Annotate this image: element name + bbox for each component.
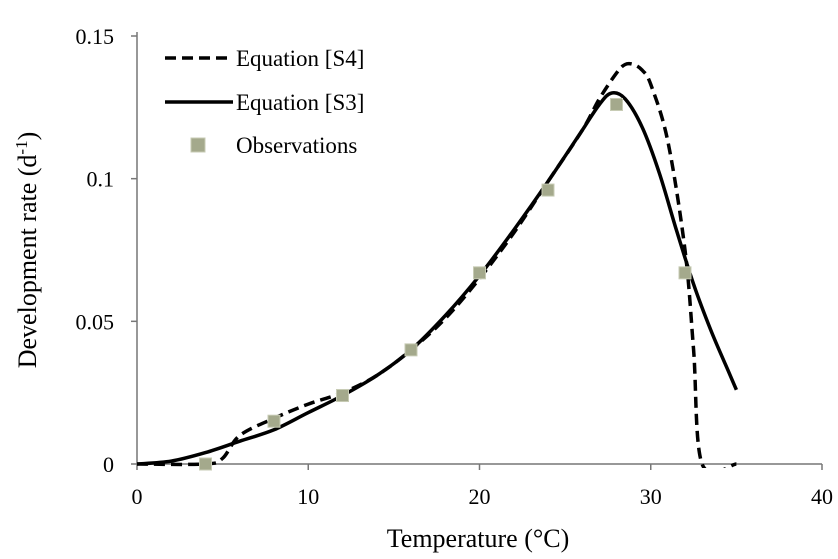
x-tick-label: 20 — [469, 484, 491, 509]
x-axis-title: Temperature (°C) — [387, 524, 570, 553]
y-tick-label: 0 — [103, 452, 114, 477]
y-axis-title: Development rate (d-1) — [12, 132, 43, 369]
x-tick-label: 10 — [297, 484, 319, 509]
legend-label: Equation [S4] — [236, 46, 364, 71]
x-tick-label: 30 — [640, 484, 662, 509]
series-layer — [137, 64, 736, 473]
legend-label: Observations — [236, 133, 357, 158]
data-point-observation — [268, 415, 280, 427]
y-tick-label: 0.05 — [76, 309, 115, 334]
y-tick-label: 0.1 — [87, 167, 115, 192]
legend: Equation [S4] Equation [S3] Observations — [165, 46, 364, 158]
data-point-observation — [542, 184, 554, 196]
x-tick-label: 0 — [132, 484, 143, 509]
y-axis-title-sup: -1 — [12, 140, 31, 154]
y-axis-title-main: Development rate (d — [13, 155, 42, 369]
data-point-observation — [679, 267, 691, 279]
legend-swatch-observations — [191, 138, 205, 152]
series-line-equation-s3 — [137, 93, 736, 464]
data-point-observation — [405, 344, 417, 356]
data-point-observation — [611, 98, 623, 110]
legend-label: Equation [S3] — [236, 90, 364, 115]
y-axis-title-end: ) — [13, 132, 42, 141]
data-point-observation — [200, 458, 212, 470]
tick-marks: 0 10 20 30 40 0 0.05 0.1 0.15 — [76, 24, 834, 509]
x-tick-label: 40 — [811, 484, 833, 509]
data-point-observation — [474, 267, 486, 279]
data-point-observation — [337, 390, 349, 402]
y-tick-label: 0.15 — [76, 24, 115, 49]
series-line-equation-s4 — [137, 64, 736, 473]
